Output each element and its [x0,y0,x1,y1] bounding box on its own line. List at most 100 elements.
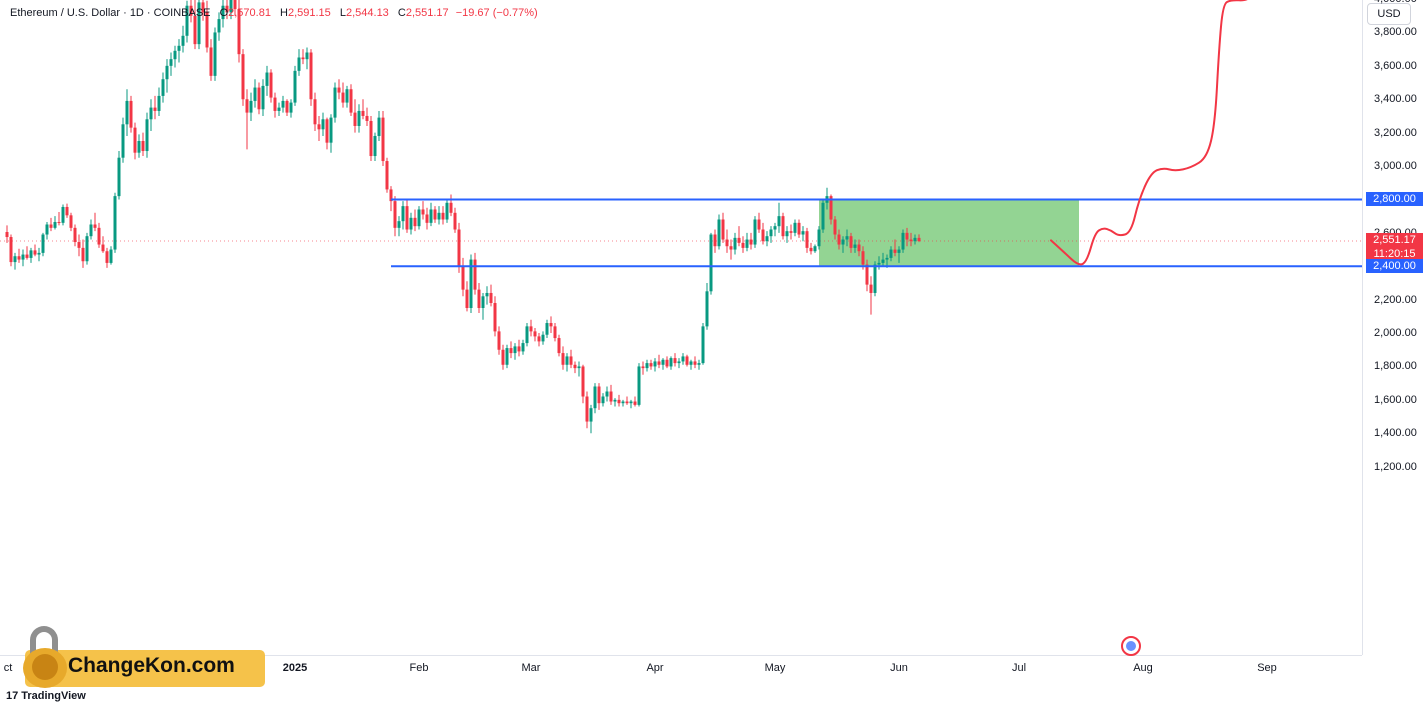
candle-body [469,259,473,308]
time-tick-label: Sep [1257,662,1277,674]
candle-body [93,224,97,228]
candle-body [805,231,809,248]
candle-body [769,229,773,237]
candle-body [297,57,301,71]
candle-body [529,326,533,332]
candle-body [353,112,357,126]
time-tick-label: Aug [1133,662,1153,674]
candle-body [693,361,697,365]
candle-body [637,366,641,405]
candle-body [661,359,665,365]
candle-body [701,326,705,364]
candle-body [849,236,853,248]
candle-body [381,117,385,162]
candle-body [461,266,465,290]
candle-body [397,221,401,228]
candle-body [197,2,201,45]
candle-body [885,257,889,260]
time-tick-label: ct [3,662,13,674]
candle-body [349,89,353,113]
candle-body [169,59,173,66]
candle-body [889,249,893,258]
candle-body [673,358,677,364]
candle-body [257,87,261,110]
candle-body [173,50,177,60]
price-tick-label: 1,400.00 [1374,427,1417,440]
candle-body [665,359,669,367]
price-tick-label: 2,000.00 [1374,327,1417,340]
candle-body [285,100,289,113]
candle-body [249,100,253,113]
open-value: 2,570.81 [228,7,271,19]
close-value: 2,551.17 [405,7,449,19]
candle-body [429,209,433,223]
candle-body [425,214,429,223]
currency-button[interactable]: USD [1367,3,1411,25]
candle-body [585,396,589,422]
high-value: 2,591.15 [287,7,331,19]
candle-body [897,249,901,253]
candle-body [373,135,377,157]
candle-body [917,237,921,242]
candle-body [613,399,617,402]
candle-body [293,70,297,103]
candle-body [405,206,409,230]
candle-body [145,119,149,152]
candle-body [641,366,645,369]
candle-body [761,229,765,242]
range-box [819,199,1079,267]
candle-body [33,250,37,255]
candle-body [741,242,745,248]
candle-body [681,356,685,362]
price-tick-label: 1,200.00 [1374,460,1417,473]
watermark-text: ChangeKon.com [68,654,235,677]
candle-body [481,296,485,308]
candle-body [677,361,681,364]
level-2800-tag: 2,800.00 [1366,192,1423,207]
candle-body [729,246,733,250]
candle-body [413,217,417,227]
candle-body [345,89,349,103]
chart-header: Ethereum / U.S. Dollar · 1D · COINBASE O… [10,7,538,19]
candle-body [309,52,313,100]
candle-body [361,110,365,116]
candle-body [325,119,329,143]
candle-body [317,124,321,130]
candle-body [493,302,497,332]
candle-body [881,259,885,263]
candle-body [409,217,413,230]
candle-body [185,5,189,36]
candle-body [225,5,229,13]
candle-body [437,212,441,220]
candle-body [669,358,673,367]
candle-body [533,331,537,337]
candle-body [649,363,653,367]
candle-body [477,289,481,308]
candle-body [565,356,569,365]
candle-body [341,92,345,103]
candle-body [801,231,805,235]
symbol-info[interactable]: Ethereum / U.S. Dollar · 1D · COINBASE [10,7,211,19]
candle-body [21,254,25,260]
candle-body [625,401,629,404]
time-tick-label: May [764,662,786,674]
candle-body [837,234,841,245]
time-tick-label: Jul [1011,662,1027,674]
time-tick-label: Mar [521,662,541,674]
projection-path [1050,0,1248,266]
candle-body [177,45,181,51]
low-label: L [339,7,346,19]
candle-body [765,236,769,242]
candle-body [869,284,873,293]
candle-body [433,209,437,220]
candle-body [277,107,281,111]
candle-body [861,251,865,265]
candle-body [61,206,65,223]
candle-body [281,100,285,108]
candle-body [117,157,121,197]
price-tick-label: 3,000.00 [1374,160,1417,173]
price-tick-label: 3,200.00 [1374,126,1417,139]
candle-body [865,264,869,285]
tradingview-logo[interactable]: 17 TradingView [6,690,86,702]
